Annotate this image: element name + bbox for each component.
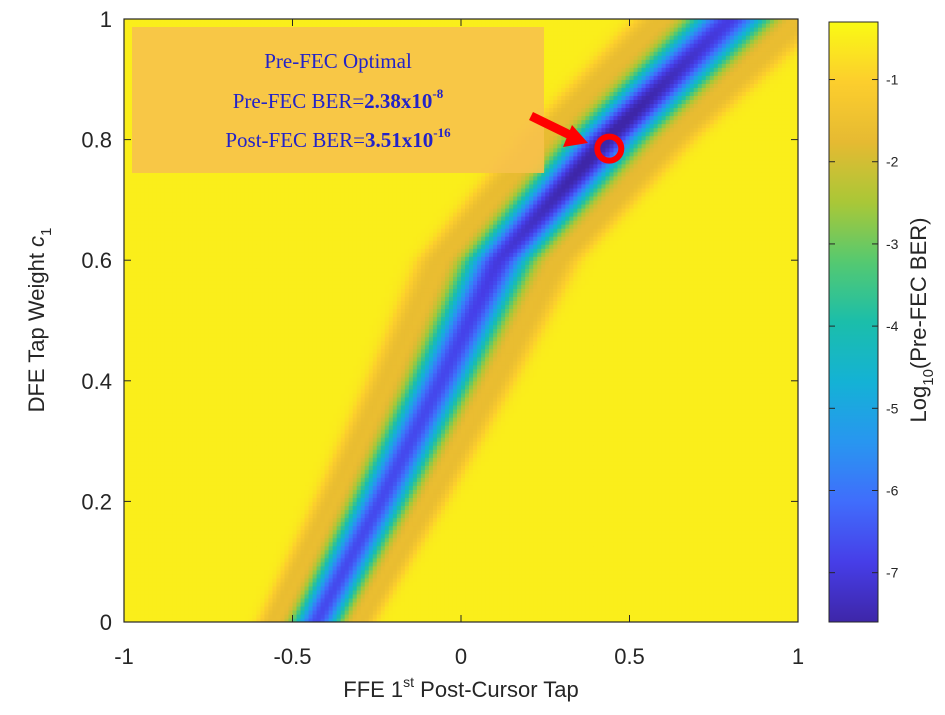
y-tick-label: 0.4 [81,369,112,394]
colorbar [829,22,878,622]
colorbar-tick-label: -6 [886,482,899,498]
y-tick-label: 1 [100,7,112,32]
optimum-annotation: Pre-FEC Optimal Pre-FEC BER=2.38x10-8 Po… [132,27,544,173]
y-tick-label: 0.6 [81,248,112,273]
colorbar-tick-label: -3 [886,236,899,252]
y-tick-label: 0.8 [81,128,112,153]
x-tick-label: 0 [455,644,467,669]
colorbar-tick-label: -1 [886,72,899,88]
annotation-title: Pre-FEC Optimal [264,49,412,73]
annotation-pre-fec-ber: Pre-FEC BER=2.38x10-8 [233,86,444,113]
y-tick-label: 0.2 [81,489,112,514]
x-tick-label: -0.5 [274,644,312,669]
colorbar-tick-label: -4 [886,318,899,334]
y-axis-label: DFE Tap Weight c1 [24,228,55,413]
colorbar-tick-label: -2 [886,154,899,170]
x-tick-label: -1 [114,644,134,669]
x-tick-label: 0.5 [614,644,645,669]
x-tick-label: 1 [792,644,804,669]
colorbar-tick-label: -7 [886,565,899,581]
annotation-post-fec-ber: Post-FEC BER=3.51x10-16 [225,125,451,152]
colorbar-tick-label: -5 [886,400,899,416]
x-axis-label: FFE 1st Post-Cursor Tap [343,674,578,702]
y-tick-label: 0 [100,610,112,635]
colorbar-label: Log10(Pre-FEC BER) [906,218,937,423]
